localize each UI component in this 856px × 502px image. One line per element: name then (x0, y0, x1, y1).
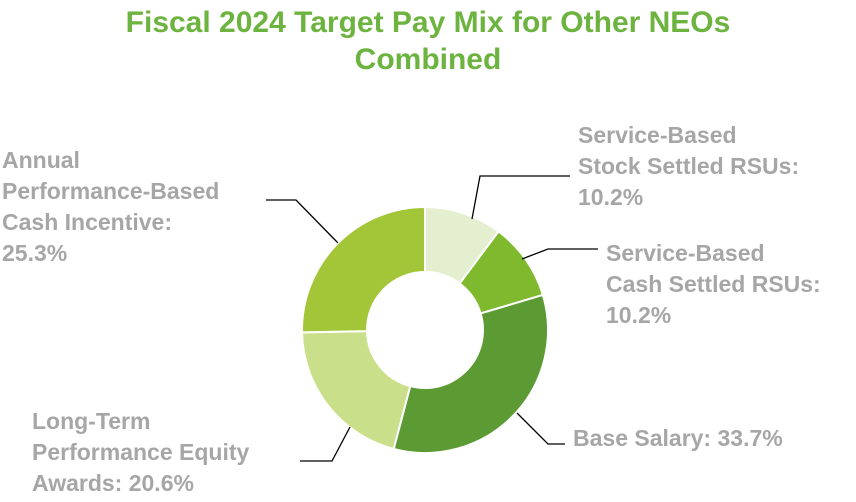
leader-line (471, 175, 570, 220)
slice-label-line: 10.2% (606, 302, 672, 328)
leader-line (266, 199, 339, 244)
slice-label-line: Base Salary: 33.7% (573, 425, 783, 451)
slice-performance-equity-awards (301, 330, 412, 451)
slice-label-line: Performance Equity (32, 439, 250, 465)
slice-label-annual-cash-incentive: Annual Performance-Based Cash Incentive:… (2, 145, 219, 269)
slice-base-salary (392, 293, 549, 454)
slice-label-line: 10.2% (578, 184, 644, 210)
slice-label-line: 25.3% (2, 240, 68, 266)
leader-line (300, 426, 351, 462)
slice-label-line: Service-Based (578, 122, 737, 148)
leader-line (516, 412, 565, 445)
slice-label-line: Awards: 20.6% (32, 470, 194, 496)
slice-label-line: Long-Term (32, 408, 151, 434)
slice-label-line: Performance-Based (2, 178, 220, 204)
slice-label-line: Annual (2, 147, 80, 173)
slice-label-base-salary: Base Salary: 33.7% (573, 423, 783, 454)
chart-title-line-2: Combined (354, 43, 502, 76)
slice-label-line: Service-Based (606, 240, 765, 266)
slice-label-cash-settled-rsus: Service-Based Cash Settled RSUs: 10.2% (606, 238, 821, 331)
slice-label-line: Cash Incentive: (2, 209, 172, 235)
slice-label-line: Cash Settled RSUs: (606, 271, 821, 297)
slice-label-line: Stock Settled RSUs: (578, 153, 800, 179)
slice-label-stock-settled-rsus: Service-Based Stock Settled RSUs: 10.2% (578, 120, 799, 213)
slice-annual-cash-incentive (301, 205, 426, 334)
slice-label-performance-equity-awards: Long-Term Performance Equity Awards: 20.… (32, 406, 249, 499)
leader-line (521, 248, 598, 260)
chart-title-line-1: Fiscal 2024 Target Pay Mix for Other NEO… (125, 6, 731, 39)
chart-title: Fiscal 2024 Target Pay Mix for Other NEO… (0, 4, 856, 78)
